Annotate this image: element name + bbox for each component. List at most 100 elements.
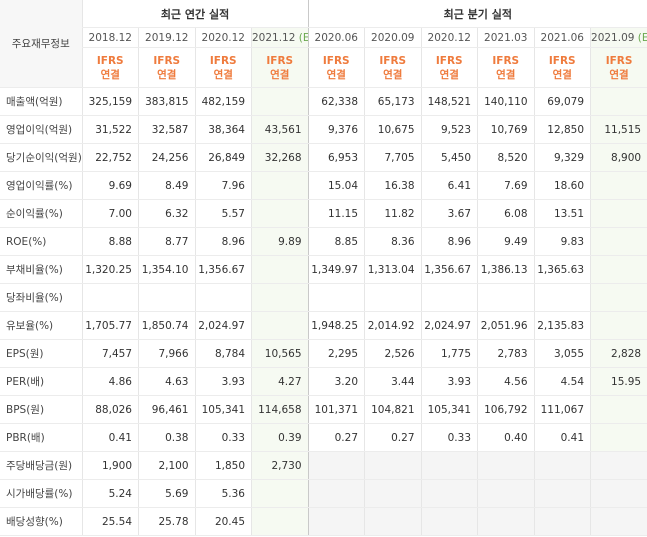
value-cell xyxy=(251,255,309,284)
period-date: 2020.06 xyxy=(314,31,358,44)
value-cell: 2,783 xyxy=(477,339,535,368)
value-cell: 1,356.67 xyxy=(194,255,252,284)
row-label: 영업이익률(%) xyxy=(0,171,82,200)
value-cell xyxy=(590,423,647,452)
data-row: 매출액(억원) 325,159 383,815 482,159 62,338 65,173… xyxy=(0,87,647,116)
row-label: 영업이익(억원) xyxy=(0,115,82,144)
value-cell xyxy=(364,283,422,312)
basis-header: IFRS 연결 xyxy=(364,47,422,88)
data-row: 배당성향(%) 25.54 25.78 20.45 xyxy=(0,507,647,536)
value-cell: 8.36 xyxy=(364,227,422,256)
value-cell xyxy=(138,283,195,312)
value-cell: 9.89 xyxy=(251,227,309,256)
value-cell: 383,815 xyxy=(138,87,195,116)
basis-standard: IFRS xyxy=(379,54,407,67)
period-header: 2021.12 (E) xyxy=(251,27,309,48)
value-cell xyxy=(477,507,535,536)
value-cell: 6.08 xyxy=(477,199,535,228)
corner-header: 주요재무정보 xyxy=(0,0,82,88)
value-cell xyxy=(420,479,478,508)
value-cell: 1,320.25 xyxy=(81,255,139,284)
value-cell xyxy=(251,311,309,340)
value-cell: 3.67 xyxy=(420,199,478,228)
period-header: 2018.12 xyxy=(81,27,139,48)
period-header: 2020.12 xyxy=(194,27,252,48)
basis-scope: 연결 xyxy=(270,68,290,81)
value-cell: 5.57 xyxy=(194,199,252,228)
basis-standard: IFRS xyxy=(96,54,124,67)
value-cell: 106,792 xyxy=(477,395,535,424)
value-cell: 5.36 xyxy=(194,479,252,508)
value-cell xyxy=(307,507,365,536)
period-date: 2020.12 xyxy=(201,31,245,44)
basis-header: IFRS 연결 xyxy=(477,47,535,88)
value-cell: 4.63 xyxy=(138,367,195,396)
value-cell: 4.27 xyxy=(251,367,309,396)
row-label: 당기순이익(억원) xyxy=(0,143,82,172)
data-row: 유보율(%) 1,705.77 1,850.74 2,024.97 1,948.25 2,… xyxy=(0,311,647,340)
value-cell: 7.96 xyxy=(194,171,252,200)
value-cell: 4.56 xyxy=(477,367,535,396)
basis-standard: IFRS xyxy=(266,54,294,67)
value-cell: 8.85 xyxy=(307,227,365,256)
value-cell: 3.93 xyxy=(420,367,478,396)
basis-scope: 연결 xyxy=(439,68,459,81)
value-cell: 88,026 xyxy=(81,395,139,424)
value-cell: 325,159 xyxy=(81,87,139,116)
data-row: 순이익률(%) 7.00 6.32 5.57 11.15 11.82 3.67 6.08 13.… xyxy=(0,199,647,228)
basis-standard: IFRS xyxy=(492,54,520,67)
row-label: PBR(배) xyxy=(0,423,82,452)
period-header: 2021.06 xyxy=(533,27,591,48)
row-label: PER(배) xyxy=(0,367,82,396)
value-cell: 3.20 xyxy=(307,367,365,396)
value-cell: 9.69 xyxy=(81,171,139,200)
value-cell xyxy=(251,507,309,536)
value-cell: 32,587 xyxy=(138,115,195,144)
value-cell xyxy=(477,451,535,480)
value-cell xyxy=(533,479,591,508)
value-cell: 4.54 xyxy=(533,367,591,396)
value-cell: 1,349.97 xyxy=(307,255,365,284)
value-cell: 4.86 xyxy=(81,367,139,396)
period-header: 2020.06 xyxy=(307,27,365,48)
value-cell: 15.95 xyxy=(590,367,647,396)
data-row: EPS(원) 7,457 7,966 8,784 10,565 2,295 2,526 1,7… xyxy=(0,339,647,368)
period-row: 2018.12 2019.12 2020.12 2021.12 (E) 2020.06 2… xyxy=(0,27,647,48)
data-row: 영업이익률(%) 9.69 8.49 7.96 15.04 16.38 6.41 7.69 18… xyxy=(0,171,647,200)
value-cell xyxy=(251,479,309,508)
value-cell: 3.44 xyxy=(364,367,422,396)
value-cell: 15.04 xyxy=(307,171,365,200)
value-cell: 65,173 xyxy=(364,87,422,116)
value-cell xyxy=(533,451,591,480)
row-label: 배당성향(%) xyxy=(0,507,82,536)
value-cell: 2,295 xyxy=(307,339,365,368)
value-cell: 0.38 xyxy=(138,423,195,452)
row-label: 시가배당률(%) xyxy=(0,479,82,508)
basis-scope: 연결 xyxy=(100,68,120,81)
value-cell: 22,752 xyxy=(81,143,139,172)
value-cell xyxy=(194,283,252,312)
estimate-mark: (E) xyxy=(637,31,647,44)
value-cell: 8.77 xyxy=(138,227,195,256)
data-row: ROE(%) 8.88 8.77 8.96 9.89 8.85 8.36 8.96 9.49 9.… xyxy=(0,227,647,256)
value-cell: 8,520 xyxy=(477,143,535,172)
basis-header: IFRS 연결 xyxy=(533,47,591,88)
value-cell xyxy=(590,87,647,116)
value-cell: 2,100 xyxy=(138,451,195,480)
value-cell xyxy=(251,171,309,200)
quarter-title: 최근 분기 실적 xyxy=(307,0,647,28)
value-cell: 11.82 xyxy=(364,199,422,228)
period-date: 2019.12 xyxy=(145,31,189,44)
value-cell: 18.60 xyxy=(533,171,591,200)
period-date: 2021.09 xyxy=(591,31,635,44)
value-cell: 8.96 xyxy=(420,227,478,256)
value-cell: 8.49 xyxy=(138,171,195,200)
value-cell xyxy=(590,311,647,340)
value-cell: 101,371 xyxy=(307,395,365,424)
value-cell xyxy=(590,171,647,200)
value-cell: 1,775 xyxy=(420,339,478,368)
value-cell: 3.93 xyxy=(194,367,252,396)
value-cell: 1,948.25 xyxy=(307,311,365,340)
